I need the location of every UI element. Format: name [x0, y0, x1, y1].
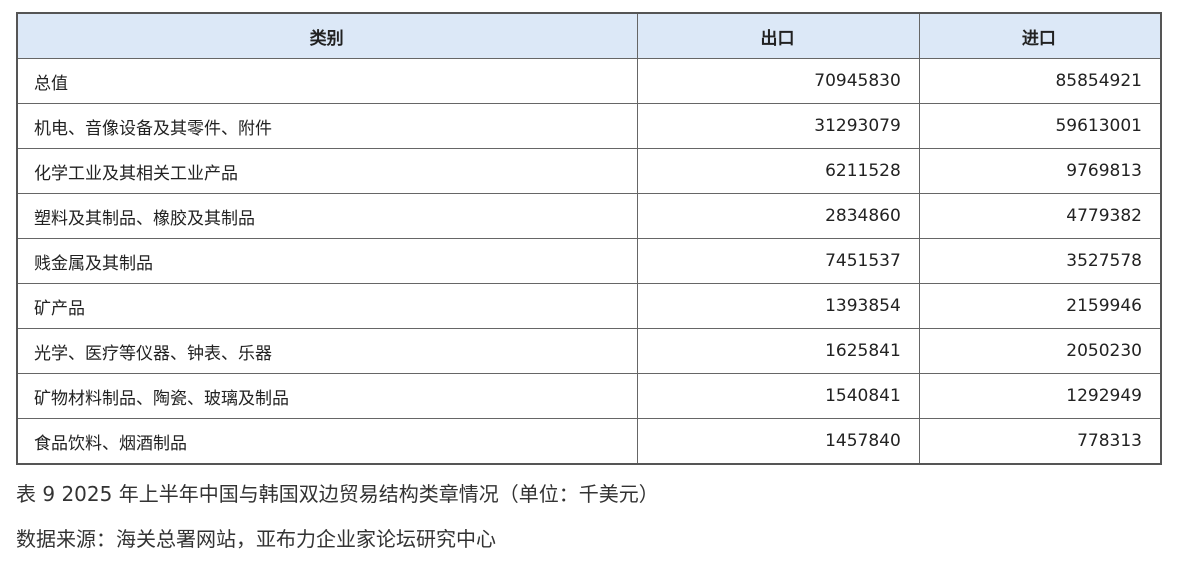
category-cell: 总值 [16, 58, 639, 104]
table-row: 光学、医疗等仪器、钟表、乐器 1625841 2050230 [16, 328, 1162, 374]
table-caption: 表 9 2025 年上半年中国与韩国双边贸易结构类章情况（单位：千美元） [16, 482, 659, 506]
table-row: 化学工业及其相关工业产品 6211528 9769813 [16, 148, 1162, 194]
import-cell: 85854921 [918, 58, 1162, 104]
export-cell: 1393854 [637, 283, 920, 329]
header-export: 出口 [637, 12, 920, 59]
category-cell: 矿物材料制品、陶瓷、玻璃及制品 [16, 373, 639, 419]
table-row: 机电、音像设备及其零件、附件 31293079 59613001 [16, 103, 1162, 149]
table-row: 塑料及其制品、橡胶及其制品 2834860 4779382 [16, 193, 1162, 239]
import-cell: 1292949 [918, 373, 1162, 419]
table-row: 食品饮料、烟酒制品 1457840 778313 [16, 418, 1162, 465]
data-source: 数据来源：海关总署网站，亚布力企业家论坛研究中心 [16, 527, 496, 551]
category-cell: 矿产品 [16, 283, 639, 329]
table-row: 矿产品 1393854 2159946 [16, 283, 1162, 329]
import-cell: 59613001 [918, 103, 1162, 149]
export-cell: 1625841 [637, 328, 920, 374]
export-cell: 6211528 [637, 148, 920, 194]
export-cell: 7451537 [637, 238, 920, 284]
export-cell: 70945830 [637, 58, 920, 104]
table-row: 总值 70945830 85854921 [16, 58, 1162, 104]
export-cell: 1457840 [637, 418, 920, 465]
header-category: 类别 [16, 12, 639, 59]
export-cell: 1540841 [637, 373, 920, 419]
category-cell: 塑料及其制品、橡胶及其制品 [16, 193, 639, 239]
table-header-row: 类别 出口 进口 [16, 12, 1162, 59]
header-import: 进口 [918, 12, 1162, 59]
import-cell: 3527578 [918, 238, 1162, 284]
table-row: 贱金属及其制品 7451537 3527578 [16, 238, 1162, 284]
import-cell: 2159946 [918, 283, 1162, 329]
export-cell: 31293079 [637, 103, 920, 149]
import-cell: 778313 [918, 418, 1162, 465]
category-cell: 贱金属及其制品 [16, 238, 639, 284]
category-cell: 机电、音像设备及其零件、附件 [16, 103, 639, 149]
import-cell: 9769813 [918, 148, 1162, 194]
trade-structure-table: 类别 出口 进口 总值 70945830 85854921 机电、音像设备及其零件、附… [16, 12, 1162, 465]
export-cell: 2834860 [637, 193, 920, 239]
import-cell: 4779382 [918, 193, 1162, 239]
category-cell: 化学工业及其相关工业产品 [16, 148, 639, 194]
category-cell: 光学、医疗等仪器、钟表、乐器 [16, 328, 639, 374]
import-cell: 2050230 [918, 328, 1162, 374]
table-row: 矿物材料制品、陶瓷、玻璃及制品 1540841 1292949 [16, 373, 1162, 419]
category-cell: 食品饮料、烟酒制品 [16, 418, 639, 465]
